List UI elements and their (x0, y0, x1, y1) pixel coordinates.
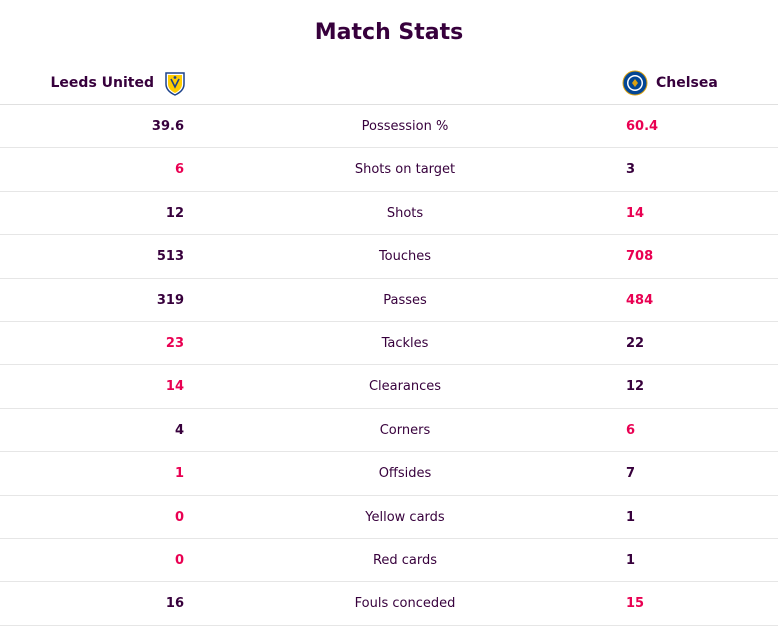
home-stat-value: 39.6 (151, 119, 184, 134)
team-header: Leeds United Chelsea (0, 60, 778, 105)
stat-label: Fouls conceded (354, 596, 456, 612)
away-stat-value: 1 (626, 552, 636, 568)
away-stat-value: 14 (626, 205, 645, 221)
stat-label: Tackles (381, 335, 429, 351)
away-stat-value: 484 (626, 292, 654, 308)
stat-label: Possession % (361, 119, 449, 134)
stat-label: Touches (378, 249, 432, 265)
stat-row: 513 Touches 708 (0, 235, 778, 279)
home-stat-value: 0 (174, 552, 184, 568)
stat-row: 14 Clearances 12 (0, 365, 778, 409)
stat-row: 39.6 Possession % 60.4 (0, 105, 778, 149)
page-title: Match Stats (314, 20, 464, 45)
stat-row: 1 Offsides 7 (0, 452, 778, 496)
stat-row: 4 Corners 6 (0, 409, 778, 453)
stat-row: 12 Shots 14 (0, 191, 778, 236)
away-stat-value: 6 (626, 422, 636, 438)
away-stat-value: 708 (626, 249, 654, 265)
away-stat-value: 7 (626, 466, 636, 482)
stat-label: Yellow cards (365, 509, 445, 525)
stat-row: 0 Yellow cards 1 (0, 496, 778, 539)
home-stat-value: 16 (165, 596, 184, 612)
home-stat-value: 23 (165, 335, 184, 351)
stat-row: 6 Shots on target 3 (0, 148, 778, 192)
away-team: Chelsea (622, 70, 718, 96)
home-stat-value: 6 (174, 162, 184, 178)
home-stat-value: 513 (156, 249, 184, 265)
stat-label: Shots (386, 205, 424, 221)
home-stat-value: 14 (165, 379, 184, 395)
home-stat-value: 12 (165, 205, 184, 221)
stat-label: Corners (379, 422, 431, 438)
home-stat-value: 4 (174, 422, 184, 438)
home-stat-value: 1 (174, 466, 184, 482)
home-team-name: Leeds United (50, 75, 154, 91)
away-stat-value: 3 (626, 162, 636, 178)
stat-label: Passes (383, 292, 427, 308)
home-team: Leeds United (51, 70, 188, 96)
stat-label: Red cards (372, 552, 438, 568)
stat-row: 23 Tackles 22 (0, 322, 778, 366)
stat-label: Shots on target (354, 162, 456, 178)
stat-row: 16 Fouls conceded 15 (0, 582, 778, 626)
stat-label: Clearances (368, 379, 442, 395)
home-stat-value: 0 (174, 509, 184, 525)
stat-row: 319 Passes 484 (0, 278, 778, 322)
chelsea-crest-icon (622, 70, 648, 96)
away-stat-value: 15 (626, 596, 645, 612)
stat-label: Offsides (378, 466, 432, 482)
away-stat-value: 12 (626, 379, 645, 395)
leeds-crest-icon (162, 70, 188, 96)
away-stat-value: 60.4 (626, 119, 659, 134)
home-stat-value: 319 (156, 292, 184, 308)
away-stat-value: 22 (626, 335, 645, 351)
away-stat-value: 1 (626, 509, 636, 525)
away-team-name: Chelsea (656, 75, 718, 91)
stats-table: 39.6 Possession % 60.4 6 Shots on target 3 12 S… (0, 105, 778, 626)
stat-row: 0 Red cards 1 (0, 538, 778, 583)
